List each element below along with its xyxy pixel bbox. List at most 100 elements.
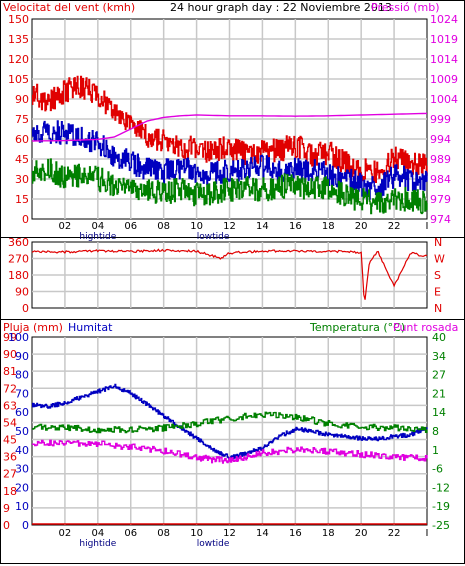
x-tick-label: 14	[256, 221, 269, 232]
y-tick-label-left: 0	[22, 302, 29, 315]
rain-tick-label: 18	[3, 485, 17, 498]
compass-label: N	[434, 302, 442, 315]
y-tick-label-left: 75	[15, 113, 29, 126]
temperature-label: Temperatura (°C)	[309, 321, 405, 334]
temperature-tick-label: 27	[432, 369, 446, 382]
rain-label: Pluja (mm)	[3, 321, 63, 334]
y-tick-label-left: 0	[22, 213, 29, 226]
y-tick-label-left: 150	[8, 13, 29, 26]
humidity-tick-label: 0	[22, 519, 29, 532]
series-line-direcci-mitjana	[32, 158, 428, 215]
x-tick-label: 06	[124, 221, 137, 232]
series-line-temperatura-c-	[32, 411, 428, 434]
temperature-tick-label: -25	[432, 519, 450, 532]
compass-label: N	[434, 236, 442, 249]
temperature-tick-label: -19	[432, 500, 450, 513]
y-tick-label-right: 994	[430, 133, 451, 146]
temperature-tick-label: -6	[432, 463, 443, 476]
x-tick-label: 18	[322, 528, 335, 539]
y-tick-label-left: 60	[15, 133, 29, 146]
rain-tick-label: 9	[3, 502, 10, 515]
humidity-tick-label: 70	[15, 387, 29, 400]
temperature-tick-label: 40	[432, 331, 446, 344]
humidity-tick-label: 30	[15, 463, 29, 476]
x-tick-label: 20	[355, 221, 368, 232]
y-tick-label-right: 1024	[430, 13, 458, 26]
x-tick-label: 22	[388, 528, 401, 539]
series-line-punt-rosada	[32, 439, 428, 464]
y-tick-label-left: 270	[8, 253, 29, 266]
x-tick-label: I	[426, 221, 429, 232]
y-tick-label-left: 45	[15, 153, 29, 166]
rain-tick-label: 45	[3, 434, 17, 447]
x-tick-label: 14	[256, 528, 269, 539]
rain-tick-label: 90	[3, 348, 17, 361]
pressure-label: Pressió (mb)	[371, 1, 440, 14]
humidity-label: Humitat	[68, 321, 113, 334]
tide-marker-hightide: hightide	[79, 539, 116, 549]
x-tick-label: 16	[289, 221, 302, 232]
y-tick-label-left: 90	[15, 93, 29, 106]
tide-marker-lowtide: lowtide	[197, 539, 230, 549]
compass-label: E	[434, 286, 441, 299]
y-tick-label-left: 105	[8, 73, 29, 86]
y-tick-label-left: 180	[8, 269, 29, 282]
x-tick-label: 02	[59, 528, 72, 539]
y-tick-label-right: 979	[430, 193, 451, 206]
y-tick-label-right: 1014	[430, 53, 458, 66]
y-tick-label-right: 1009	[430, 73, 458, 86]
rain-tick-label: 63	[3, 399, 17, 412]
y-tick-label-right: 999	[430, 113, 451, 126]
humidity-tick-label: 90	[15, 350, 29, 363]
series-line-pressi-mb-	[31, 112, 428, 142]
humidity-tick-label: 40	[15, 444, 29, 457]
rain-tick-label: 27	[3, 468, 17, 481]
x-tick-label: 08	[157, 528, 170, 539]
x-tick-label: 02	[59, 221, 72, 232]
x-tick-label: 04	[91, 221, 104, 232]
y-tick-label-right: 1004	[430, 93, 458, 106]
temperature-tick-label: 34	[432, 350, 446, 363]
rain-tick-label: 72	[3, 382, 17, 395]
x-tick-label: 10	[190, 528, 203, 539]
humidity-tick-label: 100	[8, 331, 29, 344]
graph-title: 24 hour graph day : 22 Noviembre 2013	[170, 1, 392, 14]
x-tick-label: 18	[322, 221, 335, 232]
humidity-tick-label: 80	[15, 369, 29, 382]
y-tick-label-right: 1019	[430, 33, 458, 46]
x-tick-label: 16	[289, 528, 302, 539]
temperature-tick-label: 8	[432, 425, 439, 438]
x-tick-label: 10	[190, 221, 203, 232]
temperature-tick-label: 21	[432, 387, 446, 400]
dewpoint-label: Punt rosada	[393, 321, 458, 334]
wind-speed-label: Velocitat del vent (kmh)	[3, 1, 135, 14]
tide-marker-hightide: hightide	[79, 232, 116, 242]
compass-label: S	[434, 269, 441, 282]
humidity-tick-label: 60	[15, 406, 29, 419]
x-tick-label: 12	[223, 221, 236, 232]
rain-tick-label: 99	[3, 331, 17, 344]
x-tick-label: 20	[355, 528, 368, 539]
y-tick-label-left: 30	[15, 173, 29, 186]
y-tick-label-left: 360	[8, 236, 29, 249]
rain-tick-label: 54	[3, 416, 17, 429]
y-tick-label-left: 135	[8, 33, 29, 46]
temperature-tick-label: 1	[432, 444, 439, 457]
humidity-tick-label: 20	[15, 481, 29, 494]
rain-tick-label: 81	[3, 365, 17, 378]
series-line-wind-direction	[31, 248, 428, 300]
x-tick-label: 22	[388, 221, 401, 232]
x-tick-label: 04	[91, 528, 104, 539]
compass-label: W	[434, 253, 445, 266]
x-tick-label: 08	[157, 221, 170, 232]
y-tick-label-right: 984	[430, 173, 451, 186]
humidity-tick-label: 10	[15, 500, 29, 513]
tide-marker-lowtide: lowtide	[197, 232, 230, 242]
x-tick-label: I	[426, 528, 429, 539]
y-tick-label-left: 15	[15, 193, 29, 206]
rain-tick-label: 0	[3, 519, 10, 532]
y-tick-label-right: 974	[430, 213, 451, 226]
temperature-tick-label: -12	[432, 481, 450, 494]
y-tick-label-left: 120	[8, 53, 29, 66]
